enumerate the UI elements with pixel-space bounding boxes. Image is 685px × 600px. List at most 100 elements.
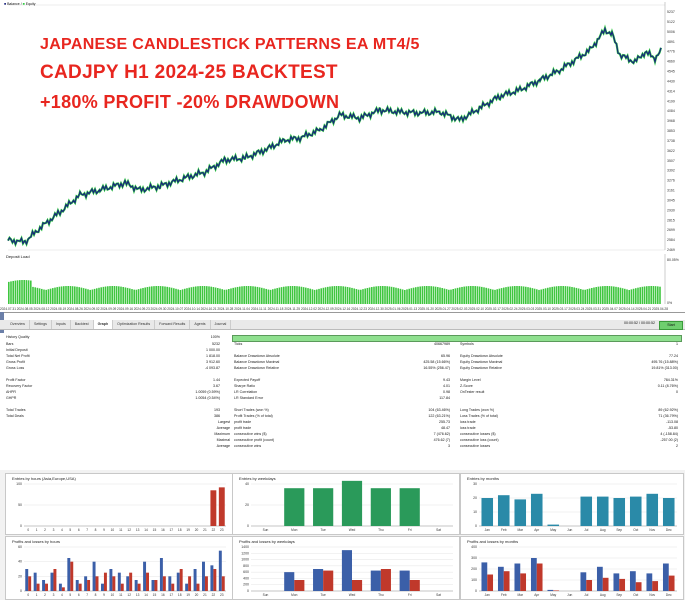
deposit-load-bar (100, 287, 102, 304)
report-value: 1.0054 (0.54%) (195, 396, 220, 400)
report-value: -257.00 (2) (660, 438, 678, 442)
report-label: Total Net Profit (6, 354, 30, 358)
equity-ytick: 3853 (667, 129, 675, 133)
stat-chart: Entries by months 30 20 10 0 Jan Feb Mar Apr May J… (460, 473, 684, 535)
history-quality-bar (232, 335, 682, 342)
deposit-load-bar (496, 289, 498, 304)
deposit-x-label: 2024.09.16 (117, 307, 133, 311)
deposit-load-bar (525, 286, 527, 304)
stat-chart-xlabel: 14 (144, 593, 148, 597)
tab-backtest[interactable]: Backtest (71, 320, 94, 329)
tab-agents[interactable]: Agents (190, 320, 211, 329)
deposit-load-bar (602, 286, 604, 304)
stat-chart-bar (87, 580, 91, 591)
deposit-ytick-bottom: 0% (667, 301, 672, 305)
deposit-load-bar (329, 286, 331, 304)
deposit-load-bar (485, 287, 487, 304)
report-value: 3 912.60 (206, 360, 220, 364)
deposit-load-bar (142, 287, 144, 304)
deposit-load-bar (459, 287, 461, 304)
deposit-load-bar (331, 286, 333, 304)
deposit-load-bar (120, 286, 122, 304)
stat-chart-ytick: 10 (473, 510, 477, 514)
deposit-load-bar (437, 287, 439, 304)
deposit-load-bar (294, 286, 296, 304)
deposit-load-bar (45, 289, 47, 304)
tab-graph[interactable]: Graph (93, 320, 114, 329)
deposit-load-bar (162, 286, 164, 304)
equity-ytick: 3392 (667, 169, 675, 173)
tab-journal[interactable]: Journal (211, 320, 232, 329)
stat-chart-xlabel: 5 (69, 593, 71, 597)
stat-chart-bar (126, 576, 130, 591)
stat-chart-xlabel: Dec (666, 528, 672, 532)
stat-chart-ytick: 40 (245, 482, 249, 486)
equity-ytick: 3045 (667, 198, 675, 202)
stat-chart-ytick: 0 (247, 589, 249, 593)
stat-chart-xlabel: 16 (161, 593, 165, 597)
tab-settings[interactable]: Settings (30, 320, 52, 329)
stat-chart-bar (25, 569, 29, 591)
report-label: OnTester result (460, 390, 485, 394)
deposit-load-bar (617, 287, 619, 304)
report-label: Total Trades (6, 408, 26, 412)
deposit-load-bar (221, 289, 223, 304)
equity-ytick: 2930 (667, 208, 675, 212)
deposit-load-bar (351, 287, 353, 304)
deposit-load-bar (263, 288, 265, 304)
deposit-load-bar (63, 286, 65, 304)
deposit-load-bar (595, 287, 597, 304)
deposit-load-bar (78, 287, 80, 304)
stat-chart-xlabel: Mon (291, 593, 297, 597)
start-button[interactable]: Start (659, 320, 683, 330)
deposit-load-bar (307, 288, 309, 304)
stat-chart-ytick: 200 (243, 583, 249, 587)
stat-chart-bar (143, 561, 147, 591)
report-label: Gross Loss (6, 366, 25, 370)
report-label: AHPR (6, 390, 16, 394)
equity-ytick: 5006 (667, 30, 675, 34)
stat-chart-bar (370, 488, 391, 526)
stat-chart-title: Entries by months (467, 476, 500, 481)
deposit-load-bar (52, 288, 54, 304)
deposit-load-bar (571, 286, 573, 304)
deposit-x-label: 2024.08.12 (33, 307, 49, 311)
deposit-load-bar (628, 289, 630, 304)
report-label: consecutive wins ($) (234, 432, 267, 436)
deposit-load-bar (516, 286, 518, 304)
deposit-load-bar (441, 288, 443, 304)
stat-chart-xlabel: 1 (36, 593, 38, 597)
stat-chart-xlabel: 0 (27, 593, 29, 597)
stat-chart-bar (596, 566, 603, 591)
deposit-load-bar (410, 288, 413, 304)
tab-inputs[interactable]: Inputs (52, 320, 71, 329)
deposit-load-bar (408, 288, 410, 304)
deposit-load-bar (208, 286, 210, 304)
stat-chart-bar (204, 576, 208, 591)
tab-optimization-results[interactable]: Optimization Results (113, 320, 156, 329)
tab-forward-results[interactable]: Forward Results (155, 320, 191, 329)
deposit-load-bar (626, 289, 628, 304)
deposit-load-bar (122, 286, 124, 304)
deposit-load-bar (654, 286, 657, 304)
tab-overview[interactable]: Overview (6, 320, 30, 329)
deposit-load-bar (423, 286, 426, 304)
stat-chart-bar (370, 570, 381, 591)
stat-chart-bar (162, 576, 166, 591)
stat-chart-bar (613, 498, 626, 526)
deposit-load-bar (236, 286, 239, 304)
deposit-load-bar (230, 288, 232, 304)
deposit-x-label: 2025.01.20 (418, 307, 434, 311)
deposit-load-bar (25, 280, 28, 304)
report-label: loss trade (460, 420, 476, 424)
deposit-load-bar (217, 288, 219, 304)
deposit-load-bar (324, 287, 327, 304)
stat-chart-xlabel: Mar (518, 593, 524, 597)
stat-chart-xlabel: 13 (136, 593, 140, 597)
deposit-x-label: 2025.04.14 (619, 307, 635, 311)
stat-chart-xlabel: Wed (349, 593, 356, 597)
stat-chart-bar (662, 498, 675, 526)
deposit-load-bar (489, 288, 492, 304)
deposit-x-label: 2024.08.26 (67, 307, 83, 311)
deposit-x-label: 2024.09.02 (84, 307, 100, 311)
